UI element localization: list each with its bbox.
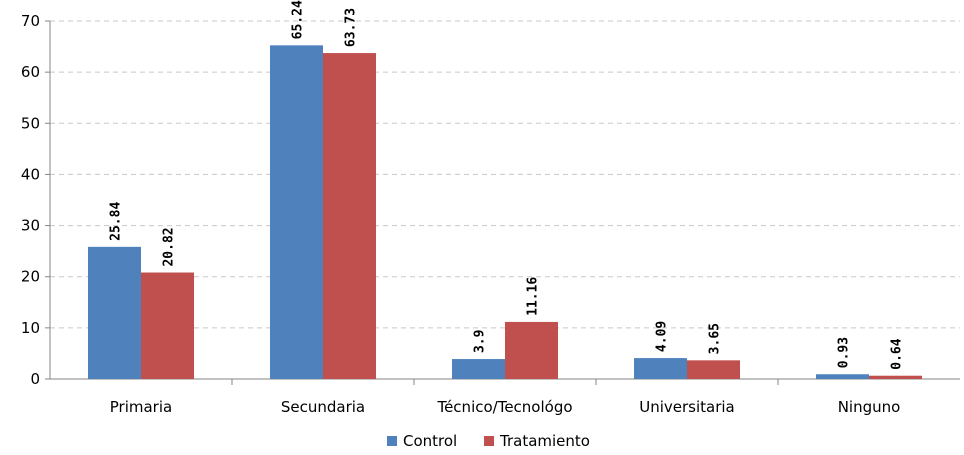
bar-control	[452, 359, 505, 379]
bar-tratamiento	[687, 360, 740, 379]
y-tick-label: 0	[30, 370, 40, 388]
legend-swatch	[484, 436, 494, 446]
category-label: Técnico/Tecnológo	[436, 398, 572, 416]
y-tick-label: 10	[21, 319, 40, 337]
y-tick-label: 60	[21, 63, 40, 81]
y-tick-label: 20	[21, 268, 40, 286]
data-label: 65.24	[291, 0, 306, 39]
data-label: 25.84	[109, 202, 124, 241]
legend-label: Control	[403, 432, 457, 450]
bar-tratamiento	[323, 53, 376, 380]
data-label: 4.09	[655, 321, 670, 352]
y-tick-label: 70	[21, 12, 40, 30]
legend-swatch	[387, 436, 397, 446]
y-tick-label: 30	[21, 217, 40, 235]
data-label: 3.65	[708, 323, 723, 354]
data-label: 0.64	[890, 338, 905, 369]
data-label: 63.73	[344, 8, 359, 47]
y-tick-label: 50	[21, 114, 40, 132]
data-label: 20.82	[162, 227, 177, 266]
bar-control	[270, 45, 323, 380]
y-tick-label: 40	[21, 165, 40, 183]
category-label: Ninguno	[838, 398, 901, 416]
category-label: Secundaria	[281, 398, 365, 416]
data-label: 3.9	[473, 330, 488, 353]
category-labels: Primaria Secundaria Técnico/Tecnológo Unive…	[110, 398, 901, 416]
data-labels: 25.84 20.82 65.24 63.73 3.9 11.16 4.09 3.65 0.93…	[109, 0, 905, 370]
bar-control	[88, 246, 141, 379]
legend-label: Tratamiento	[499, 432, 590, 450]
y-axis-ticks: 0 10 20 30 40 50 60 70	[21, 12, 40, 388]
category-label: Universitaria	[639, 398, 735, 416]
bar-tratamiento	[141, 272, 194, 379]
bars	[88, 45, 922, 380]
bar-control	[816, 374, 869, 379]
gridlines	[50, 20, 960, 329]
data-label: 0.93	[837, 337, 852, 368]
legend: Control Tratamiento	[387, 432, 590, 450]
bar-control	[634, 358, 687, 379]
bar-tratamiento	[505, 321, 558, 379]
category-label: Primaria	[110, 398, 172, 416]
bar-tratamiento	[869, 375, 922, 379]
data-label: 11.16	[526, 277, 541, 316]
